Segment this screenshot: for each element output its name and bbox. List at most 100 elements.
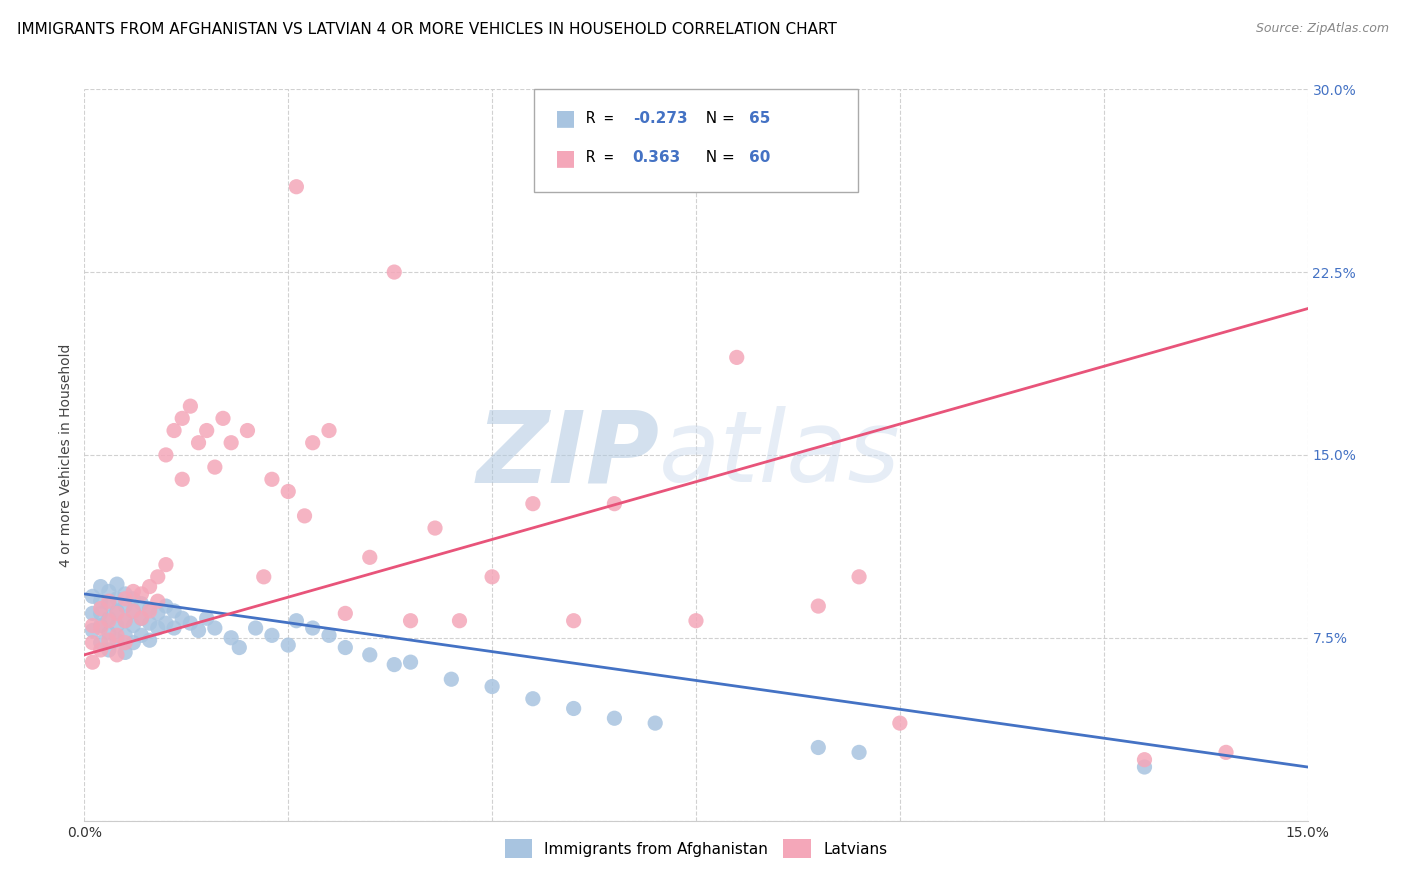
- Text: N =: N =: [696, 151, 740, 165]
- Point: [138, 580, 160, 594]
- Point: [114, 614, 136, 628]
- Point: [122, 635, 145, 649]
- Point: [195, 611, 218, 625]
- Point: [807, 599, 830, 613]
- Point: [522, 691, 544, 706]
- Point: [399, 614, 422, 628]
- Point: [105, 628, 128, 642]
- Point: [82, 624, 104, 638]
- Point: [179, 616, 201, 631]
- Point: [138, 616, 160, 631]
- Point: [131, 597, 153, 611]
- Y-axis label: 4 or more Vehicles in Household: 4 or more Vehicles in Household: [59, 343, 73, 566]
- Point: [82, 607, 104, 621]
- Point: [97, 614, 120, 628]
- Point: [359, 648, 381, 662]
- Point: [644, 716, 666, 731]
- Point: [318, 424, 340, 438]
- Text: atlas: atlas: [659, 407, 901, 503]
- Point: [82, 590, 104, 604]
- Point: [122, 591, 145, 606]
- Point: [90, 601, 112, 615]
- Point: [481, 680, 503, 694]
- Point: [260, 628, 283, 642]
- Point: [131, 611, 153, 625]
- Point: [685, 614, 707, 628]
- Point: [219, 435, 242, 450]
- Point: [440, 672, 463, 686]
- Point: [114, 587, 136, 601]
- Text: ZIP: ZIP: [477, 407, 659, 503]
- Point: [382, 265, 405, 279]
- Point: [105, 577, 128, 591]
- Point: [90, 643, 112, 657]
- Point: [122, 584, 145, 599]
- Text: ■: ■: [555, 109, 576, 128]
- Point: [131, 628, 153, 642]
- Point: [603, 497, 626, 511]
- Point: [562, 701, 585, 715]
- Point: [260, 472, 283, 486]
- Point: [105, 591, 128, 606]
- Point: [277, 638, 299, 652]
- Point: [228, 640, 250, 655]
- Point: [97, 643, 120, 657]
- Point: [253, 570, 276, 584]
- Point: [97, 626, 120, 640]
- Point: [522, 497, 544, 511]
- Text: N =: N =: [696, 112, 740, 126]
- Point: [301, 435, 323, 450]
- Point: [90, 635, 112, 649]
- Point: [172, 472, 194, 486]
- Point: [301, 621, 323, 635]
- Point: [603, 711, 626, 725]
- Point: [204, 621, 226, 635]
- Point: [644, 155, 666, 169]
- Point: [285, 179, 308, 194]
- Text: R =: R =: [586, 112, 623, 126]
- Point: [131, 587, 153, 601]
- Point: [82, 655, 104, 669]
- Point: [105, 633, 128, 648]
- Point: [105, 648, 128, 662]
- Point: [318, 628, 340, 642]
- Point: [245, 621, 267, 635]
- Point: [179, 399, 201, 413]
- Point: [219, 631, 242, 645]
- Point: [122, 604, 145, 618]
- Legend: Immigrants from Afghanistan, Latvians: Immigrants from Afghanistan, Latvians: [499, 833, 893, 864]
- Point: [114, 599, 136, 613]
- Point: [146, 607, 169, 621]
- Point: [335, 607, 357, 621]
- Point: [172, 611, 194, 625]
- Point: [889, 716, 911, 731]
- Point: [382, 657, 405, 672]
- Point: [114, 645, 136, 659]
- Text: 0.363: 0.363: [633, 151, 681, 165]
- Point: [105, 604, 128, 618]
- Point: [131, 611, 153, 625]
- Point: [105, 607, 128, 621]
- Point: [138, 633, 160, 648]
- Text: ■: ■: [555, 148, 576, 168]
- Point: [97, 597, 120, 611]
- Point: [97, 611, 120, 625]
- Point: [114, 628, 136, 642]
- Point: [90, 621, 112, 635]
- Point: [155, 599, 177, 613]
- Point: [163, 604, 186, 618]
- Point: [90, 607, 112, 621]
- Point: [359, 550, 381, 565]
- Point: [97, 594, 120, 608]
- Point: [294, 508, 316, 523]
- Point: [97, 584, 120, 599]
- Point: [163, 424, 186, 438]
- Point: [285, 614, 308, 628]
- Point: [82, 618, 104, 632]
- Point: [1133, 760, 1156, 774]
- Point: [399, 655, 422, 669]
- Point: [807, 740, 830, 755]
- Point: [114, 635, 136, 649]
- Point: [423, 521, 446, 535]
- Text: 65: 65: [749, 112, 770, 126]
